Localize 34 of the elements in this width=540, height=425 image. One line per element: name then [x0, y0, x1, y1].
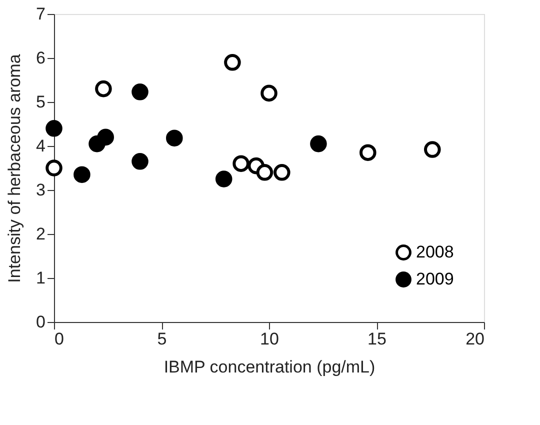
y-tick-label: 0 [36, 312, 46, 332]
y-tick-label: 3 [36, 180, 46, 200]
y-tick-label: 4 [36, 136, 46, 156]
y-tick-label: 5 [36, 92, 46, 112]
y-tick-label: 2 [36, 224, 46, 244]
point [260, 84, 278, 102]
point [132, 84, 148, 100]
x-tick-label: 20 [466, 330, 484, 348]
legend-label: 2009 [416, 270, 454, 288]
legend-label: 2008 [416, 242, 454, 262]
y-tick-label: 6 [36, 48, 46, 68]
point [46, 160, 62, 176]
y-tick-label: 1 [36, 268, 46, 288]
x-tick-label: 15 [368, 330, 386, 348]
point [132, 153, 148, 170]
point [424, 141, 441, 158]
point [232, 155, 250, 172]
x-tick-label: 10 [260, 330, 279, 348]
x-tick-label: 0 [54, 330, 64, 348]
point [97, 128, 114, 146]
point [46, 120, 62, 137]
point [310, 135, 327, 152]
x-axis-title: IBMP concentration (pg/mL) [164, 358, 376, 376]
point [166, 130, 183, 146]
point [74, 166, 90, 183]
y-axis-title: Intensity of herbaceous aroma [5, 54, 24, 283]
point [274, 164, 290, 181]
point [224, 54, 241, 71]
x-tick-label: 5 [157, 330, 167, 348]
y-tick-label: 7 [36, 4, 46, 24]
point [95, 80, 112, 98]
point [256, 164, 274, 181]
point [215, 170, 232, 188]
point [360, 144, 376, 161]
